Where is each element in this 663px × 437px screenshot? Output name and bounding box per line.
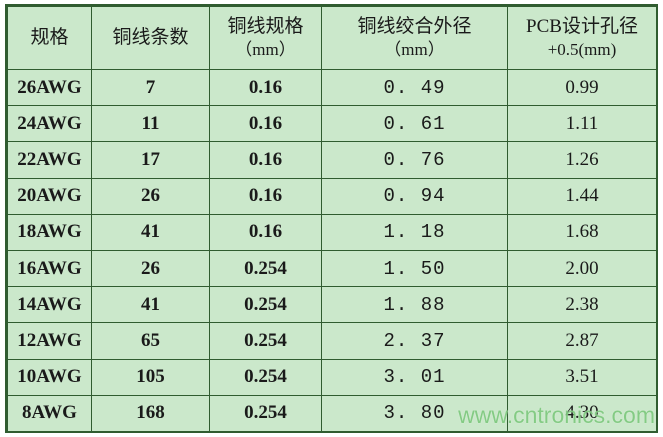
cell-spec: 10AWG [7,358,92,396]
cell-pcb-hole: 1.44 [507,177,656,215]
column-header-wire-gauge: 铜线规格 （mm） [209,6,322,70]
cell-spec: 12AWG [7,322,92,360]
cell-spec: 26AWG [7,68,92,107]
cell-bundle-od: 1. 88 [321,286,508,324]
cell-pcb-hole: 2.87 [507,322,656,360]
column-header-spec: 规格 [7,6,92,70]
cell-pcb-hole: 1.11 [507,105,656,143]
table-row: 12AWG 65 0.254 2. 37 2.87 [7,322,656,360]
cell-strands: 11 [91,105,210,143]
cell-wire-gauge: 0.16 [209,141,322,179]
cell-bundle-od: 1. 50 [321,249,508,288]
cell-pcb-hole: 1.26 [507,141,656,179]
table-row: 24AWG 11 0.16 0. 61 1.11 [7,105,656,143]
cell-spec: 16AWG [7,249,92,288]
cell-pcb-hole: 3.51 [507,358,656,396]
cell-bundle-od: 2. 37 [321,322,508,360]
column-header-pcb-hole-unit: +0.5(mm) [547,40,617,60]
cell-bundle-od: 0. 94 [321,177,508,215]
cell-strands: 41 [91,213,210,251]
cell-strands: 41 [91,286,210,324]
cell-wire-gauge: 0.16 [209,68,322,107]
column-header-wire-gauge-title: 铜线规格 [227,15,304,37]
cell-pcb-hole: 2.38 [507,286,656,324]
cell-strands: 7 [91,68,210,107]
cell-strands: 17 [91,141,210,179]
column-header-pcb-hole: PCB设计孔径 +0.5(mm) [507,6,656,70]
cell-bundle-od: 3. 01 [321,358,508,396]
cell-pcb-hole: 4.30 [507,394,656,431]
cell-pcb-hole: 1.68 [507,213,656,251]
cell-bundle-od: 0. 76 [321,141,508,179]
cell-spec: 8AWG [7,394,92,431]
cell-wire-gauge: 0.254 [209,249,322,288]
cell-wire-gauge: 0.254 [209,286,322,324]
cell-wire-gauge: 0.16 [209,177,322,215]
table-row: 20AWG 26 0.16 0. 94 1.44 [7,177,656,215]
cell-wire-gauge: 0.16 [209,105,322,143]
table-body: 26AWG 7 0.16 0. 49 0.99 24AWG 11 0.16 0.… [7,68,656,431]
cell-strands: 26 [91,177,210,215]
awg-specification-table-frame: 规格 铜线条数 铜线规格 （mm） 铜线绞合外径 （mm） PCB设计孔径 [5,4,658,433]
column-header-strand-count: 铜线条数 [91,6,210,70]
table-header: 规格 铜线条数 铜线规格 （mm） 铜线绞合外径 （mm） PCB设计孔径 [7,6,656,70]
cell-wire-gauge: 0.254 [209,394,322,431]
cell-strands: 65 [91,322,210,360]
table-row: 10AWG 105 0.254 3. 01 3.51 [7,358,656,396]
table-row: 8AWG 168 0.254 3. 80 4.30 [7,394,656,431]
column-header-strand-count-title: 铜线条数 [112,26,189,48]
cell-spec: 20AWG [7,177,92,215]
column-header-spec-title: 规格 [30,26,69,48]
cell-spec: 22AWG [7,141,92,179]
table-row: 14AWG 41 0.254 1. 88 2.38 [7,286,656,324]
cell-bundle-od: 0. 61 [321,105,508,143]
cell-strands: 105 [91,358,210,396]
cell-spec: 18AWG [7,213,92,251]
cell-strands: 168 [91,394,210,431]
cell-wire-gauge: 0.16 [209,213,322,251]
cell-pcb-hole: 2.00 [507,249,656,288]
column-header-wire-gauge-unit: （mm） [235,40,296,60]
cell-bundle-od: 0. 49 [321,68,508,107]
column-header-bundle-od-title: 铜线绞合外径 [357,15,472,37]
table-row: 26AWG 7 0.16 0. 49 0.99 [7,68,656,107]
column-header-pcb-hole-title: PCB设计孔径 [526,15,638,37]
cell-bundle-od: 1. 18 [321,213,508,251]
table-row: 16AWG 26 0.254 1. 50 2.00 [7,249,656,288]
awg-specification-table: 规格 铜线条数 铜线规格 （mm） 铜线绞合外径 （mm） PCB设计孔径 [7,6,656,431]
cell-bundle-od: 3. 80 [321,394,508,431]
table-row: 22AWG 17 0.16 0. 76 1.26 [7,141,656,179]
table-row: 18AWG 41 0.16 1. 18 1.68 [7,213,656,251]
column-header-bundle-od-unit: （mm） [384,40,445,60]
header-row: 规格 铜线条数 铜线规格 （mm） 铜线绞合外径 （mm） PCB设计孔径 [7,6,656,70]
cell-strands: 26 [91,249,210,288]
cell-spec: 24AWG [7,105,92,143]
cell-spec: 14AWG [7,286,92,324]
cell-wire-gauge: 0.254 [209,322,322,360]
cell-pcb-hole: 0.99 [507,68,656,107]
column-header-bundle-od: 铜线绞合外径 （mm） [321,6,508,70]
cell-wire-gauge: 0.254 [209,358,322,396]
